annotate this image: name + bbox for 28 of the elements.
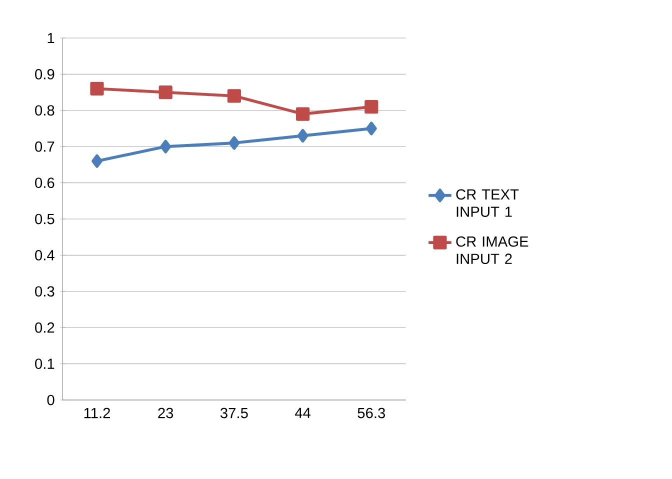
point [297,128,308,143]
point [92,154,102,168]
x-tick-label: 37.5 [220,408,248,418]
point [158,85,172,100]
y-tick-label: 0.9 [35,69,54,80]
point [90,82,104,96]
point [364,100,378,114]
y-tick-label: 0.8 [35,105,54,116]
point [228,136,240,150]
y-tick-label: 0.5 [35,214,54,224]
x-tick-label: 44 [294,408,311,418]
y-tick-label: 0.6 [35,178,54,188]
legend-label: CR TEXT INPUT 1 [456,189,519,217]
y-tick-label: 0.7 [35,141,54,152]
x-tick-label: 56.3 [358,408,386,418]
y-tick-label: 0.3 [35,286,54,297]
y-tick-label: 0.4 [35,250,54,260]
y-tick-label: 0.1 [35,358,54,369]
point [366,122,377,136]
x-tick-label: 11.2 [84,408,110,418]
legend-label: CR IMAGE INPUT 2 [456,236,528,264]
point [160,140,172,154]
point [296,107,310,121]
y-tick-label: 0 [47,394,54,406]
y-tick-label: 0.2 [35,322,54,333]
point [227,89,242,103]
x-tick-label: 23 [158,408,174,418]
y-tick-label: 1 [48,32,54,44]
